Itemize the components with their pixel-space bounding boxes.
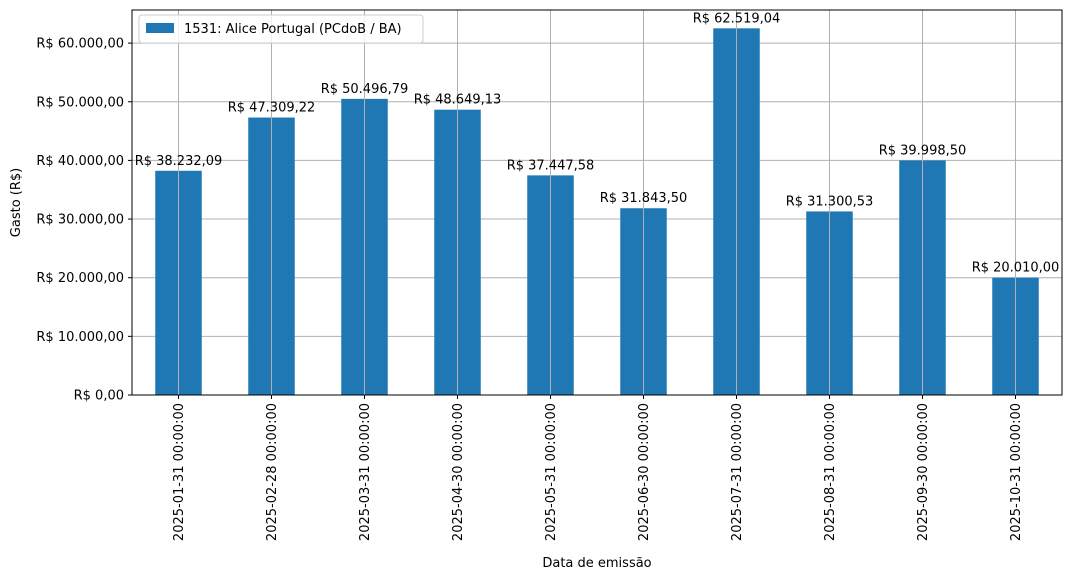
- y-tick-label: R$ 0,00: [74, 389, 124, 404]
- data-label-layer: R$ 38.232,09 R$ 47.309,22 R$ 50.496,79 R$ 4…: [135, 11, 1060, 275]
- bar-value-label: R$ 39.998,50: [879, 143, 967, 158]
- x-axis-label: Data de emissão: [542, 556, 651, 571]
- x-tick-label: 2025-04-30 00:00:00: [451, 403, 466, 541]
- legend-label: 1531: Alice Portugal (PCdoB / BA): [184, 22, 402, 37]
- y-tick-label: R$ 50.000,00: [36, 95, 124, 110]
- y-tick-label: R$ 60.000,00: [36, 37, 124, 52]
- bar-value-label: R$ 31.300,53: [786, 194, 874, 209]
- bar-value-label: R$ 20.010,00: [972, 261, 1060, 276]
- y-tick-label: R$ 30.000,00: [36, 213, 124, 228]
- y-axis-ticks: R$ 0,00 R$ 10.000,00 R$ 20.000,00 R$ 30.000…: [36, 37, 132, 404]
- x-axis-ticks: 2025-01-31 00:00:00 2025-02-28 00:00:00 20…: [172, 395, 1024, 541]
- y-tick-label: R$ 20.000,00: [36, 271, 124, 286]
- x-tick-label: 2025-02-28 00:00:00: [265, 403, 280, 541]
- x-tick-label: 2025-07-31 00:00:00: [730, 403, 745, 541]
- x-tick-label: 2025-03-31 00:00:00: [358, 403, 373, 541]
- bar-value-label: R$ 31.843,50: [600, 191, 688, 206]
- bar-value-label: R$ 48.649,13: [414, 93, 502, 108]
- bar-value-label: R$ 62.519,04: [693, 11, 781, 26]
- bar-value-label: R$ 47.309,22: [228, 101, 316, 116]
- legend: 1531: Alice Portugal (PCdoB / BA): [138, 14, 424, 44]
- bar-value-label: R$ 50.496,79: [321, 82, 409, 97]
- legend-box: [138, 14, 424, 44]
- x-tick-label: 2025-10-31 00:00:00: [1009, 403, 1024, 541]
- vertical-grid-layer: [178, 10, 1016, 395]
- x-tick-label: 2025-01-31 00:00:00: [172, 403, 187, 541]
- bar-value-label: R$ 38.232,09: [135, 154, 223, 169]
- x-tick-label: 2025-06-30 00:00:00: [637, 403, 652, 541]
- y-tick-label: R$ 40.000,00: [36, 154, 124, 169]
- y-axis-label: Gasto (R$): [9, 168, 24, 237]
- x-tick-label: 2025-09-30 00:00:00: [916, 403, 931, 541]
- y-tick-label: R$ 10.000,00: [36, 330, 124, 345]
- bar-value-label: R$ 37.447,58: [507, 158, 595, 173]
- plot-frame: [131, 9, 1063, 396]
- x-tick-label: 2025-08-31 00:00:00: [823, 403, 838, 541]
- bar-layer: [155, 28, 1039, 396]
- x-tick-label: 2025-05-31 00:00:00: [544, 403, 559, 541]
- legend-swatch: [146, 23, 174, 33]
